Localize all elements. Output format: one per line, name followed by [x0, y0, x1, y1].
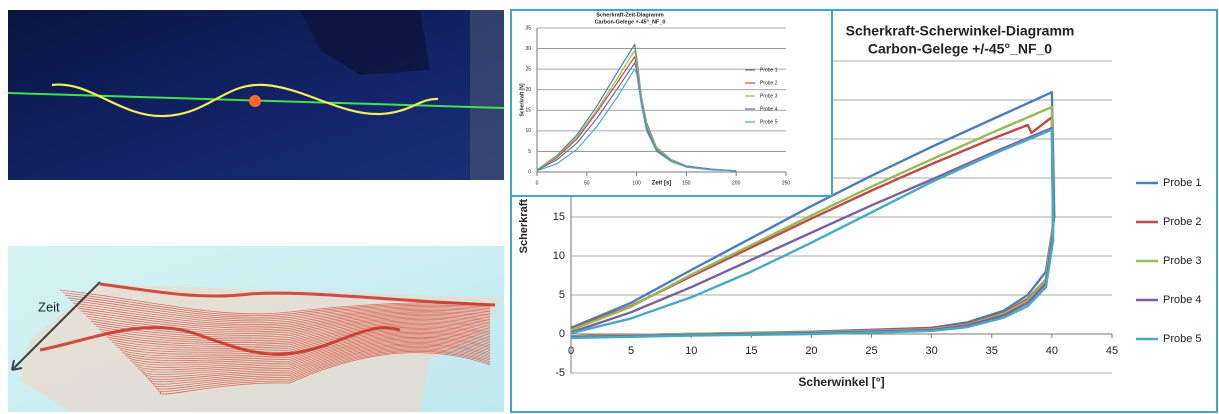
- y-tick-label: 20: [525, 87, 531, 93]
- chart-title: Scherkraft-Zeit-Diagramm: [596, 12, 664, 18]
- y-tick-label: 30: [525, 46, 531, 52]
- arrow-label: Zeit: [38, 299, 60, 314]
- legend-label: Probe 3: [1163, 255, 1202, 267]
- x-tick-label: 20: [805, 345, 817, 357]
- x-tick-label: 15: [745, 345, 757, 357]
- x-tick-label: 40: [1046, 345, 1058, 357]
- legend-label: Probe 5: [1163, 333, 1202, 345]
- legend-label: Probe 2: [760, 80, 778, 86]
- x-tick-label: 45: [1106, 345, 1118, 357]
- y-tick-label: 15: [553, 211, 565, 223]
- y-tick-label: 10: [525, 128, 531, 134]
- chart-title: Scherkraft-Scherwinkel-Diagramm: [846, 23, 1075, 39]
- x-tick-label: 5: [628, 345, 634, 357]
- x-tick-label: 30: [926, 345, 938, 357]
- legend-label: Probe 1: [1163, 177, 1202, 189]
- x-tick-label: 0: [568, 345, 574, 357]
- y-tick-label: 0: [559, 328, 565, 340]
- y-tick-label: -5: [555, 367, 565, 379]
- x-tick-label: 0: [536, 180, 539, 186]
- chart-subtitle: Carbon-Gelege +-45°_NF_0: [595, 19, 666, 25]
- legend-label: Probe 4: [1163, 294, 1202, 306]
- legend-label: Probe 4: [760, 106, 778, 112]
- legend-label: Probe 5: [760, 119, 778, 125]
- photo-wave-top: [8, 10, 504, 180]
- y-tick-label: 5: [559, 289, 565, 301]
- x-tick-label: 100: [632, 180, 641, 186]
- x-tick-label: 50: [584, 180, 590, 186]
- x-tick-label: 10: [685, 345, 697, 357]
- legend-label: Probe 3: [760, 93, 778, 99]
- y-tick-label: 25: [525, 66, 531, 72]
- page: Zeit Scherkraft-Scherwinkel-Diagramm Carb…: [0, 0, 1219, 414]
- y-tick-label: 35: [525, 25, 531, 31]
- x-tick-label: 150: [682, 180, 691, 186]
- inset-chart-frame: [511, 10, 832, 196]
- y-tick-label: 0: [528, 169, 531, 175]
- x-tick-label: 250: [782, 180, 791, 186]
- x-tick-label: 25: [865, 345, 877, 357]
- y-tick-label: 15: [525, 108, 531, 114]
- x-tick-label: 35: [986, 345, 998, 357]
- y-axis-label: Scherkraft [N]: [519, 83, 525, 116]
- legend-label: Probe 1: [760, 67, 778, 73]
- photo-wave-bottom: Zeit: [8, 246, 504, 412]
- legend-label: Probe 2: [1163, 216, 1202, 228]
- x-axis-label: Scherwinkel [°]: [798, 375, 884, 389]
- y-tick-label: 5: [528, 149, 531, 155]
- y-tick-label: 10: [553, 250, 565, 262]
- x-axis-label: Zeit [s]: [652, 181, 672, 187]
- x-tick-label: 200: [732, 180, 741, 186]
- chart-subtitle: Carbon-Gelege +/-45°_NF_0: [868, 41, 1052, 57]
